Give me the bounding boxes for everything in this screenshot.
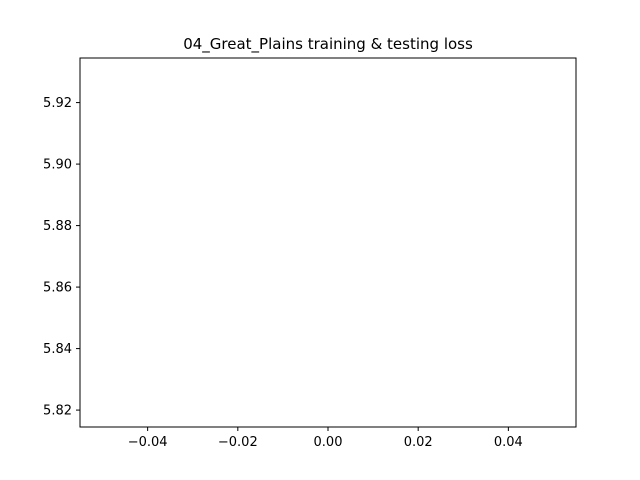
y-tick-label: 5.86 — [43, 281, 72, 296]
y-tick-label: 5.82 — [43, 404, 72, 419]
y-tick-label: 5.90 — [43, 158, 72, 173]
x-tick-label: 0.00 — [314, 435, 343, 450]
x-tick-label: 0.02 — [404, 435, 433, 450]
y-tick-label: 5.88 — [43, 219, 72, 234]
plot-area-frame — [79, 57, 577, 428]
y-axis: 5.82 5.84 5.86 5.88 5.90 5.92 — [43, 96, 80, 419]
y-tick-label: 5.84 — [43, 342, 72, 357]
x-tick-label: 0.04 — [494, 435, 523, 450]
x-axis: −0.04 −0.02 0.00 0.02 0.04 — [128, 427, 523, 450]
x-tick-label: −0.04 — [128, 435, 168, 450]
y-tick-label: 5.92 — [43, 96, 72, 111]
x-tick-label: −0.02 — [218, 435, 258, 450]
chart-title: 04_Great_Plains training & testing loss — [183, 35, 473, 54]
